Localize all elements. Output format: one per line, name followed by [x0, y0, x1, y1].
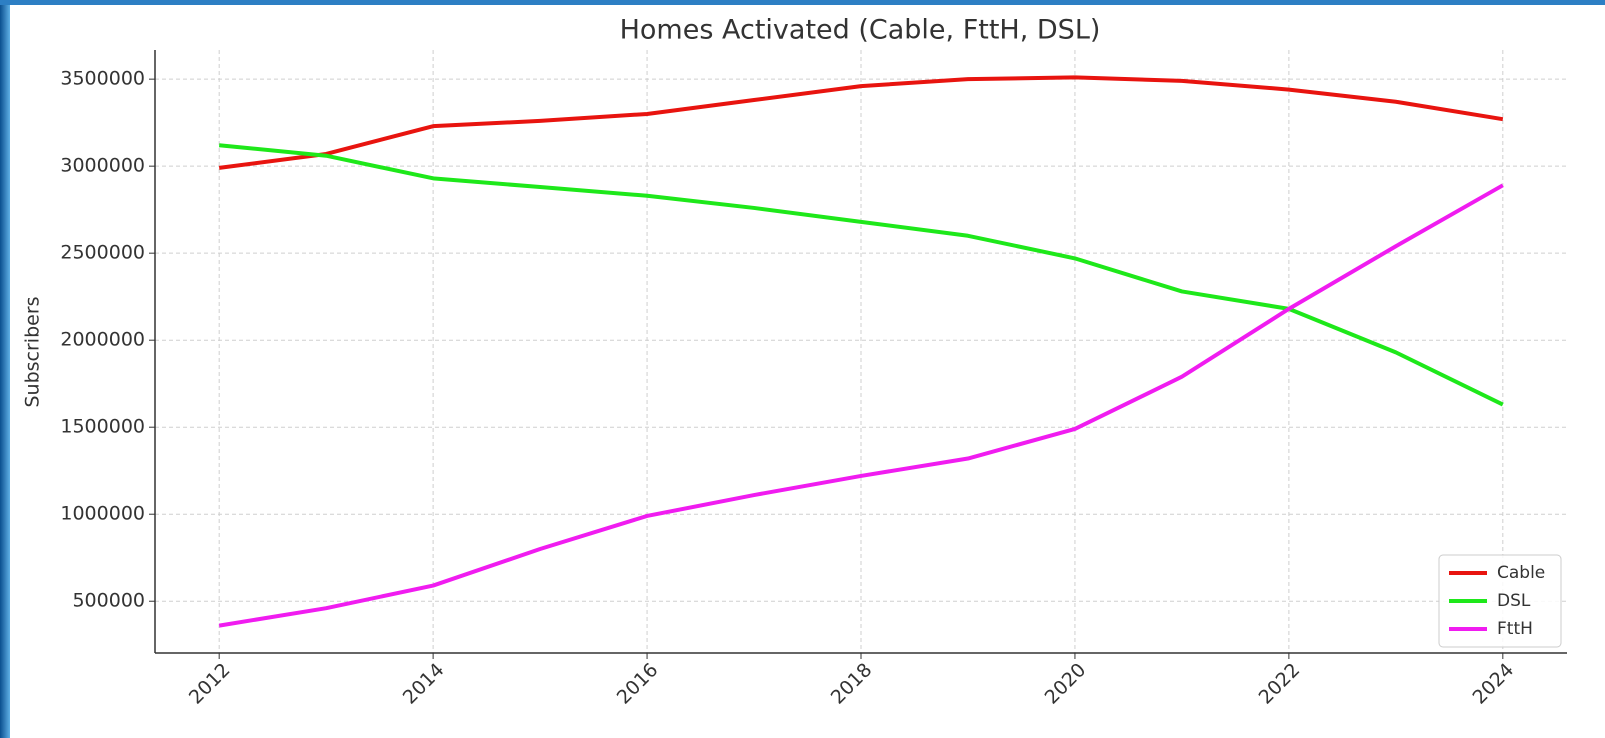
line-series [219, 185, 1503, 625]
y-tick-label: 3000000 [60, 155, 145, 177]
y-tick-label: 1000000 [60, 503, 145, 525]
x-tick-label: 2014 [399, 659, 449, 709]
chart: Homes Activated (Cable, FttH, DSL) Subsc… [0, 0, 1605, 738]
y-tick-label: 3500000 [60, 68, 145, 90]
page: Homes Activated (Cable, FttH, DSL) Subsc… [0, 0, 1605, 738]
x-tick-label: 2018 [827, 659, 877, 709]
decor-top [0, 0, 1605, 5]
x-tick-label: 2022 [1255, 659, 1305, 709]
y-tick-label: 1500000 [60, 416, 145, 438]
chart-title: Homes Activated (Cable, FttH, DSL) [620, 15, 1101, 46]
y-tick-label: 2500000 [60, 242, 145, 264]
legend: Cable DSL FttH [1439, 555, 1561, 647]
x-tick-label: 2016 [613, 659, 663, 709]
legend-label: FttH [1497, 619, 1533, 639]
legend-label: Cable [1497, 563, 1545, 583]
decor-left [0, 0, 10, 738]
y-axis-label: Subscribers [22, 296, 44, 407]
legend-label: DSL [1497, 591, 1531, 611]
x-tick-label: 2024 [1468, 659, 1518, 709]
x-tick-label: 2020 [1041, 659, 1091, 709]
x-tick-label: 2012 [185, 659, 235, 709]
y-tick-label: 500000 [72, 590, 145, 612]
y-tick-label: 2000000 [60, 329, 145, 351]
